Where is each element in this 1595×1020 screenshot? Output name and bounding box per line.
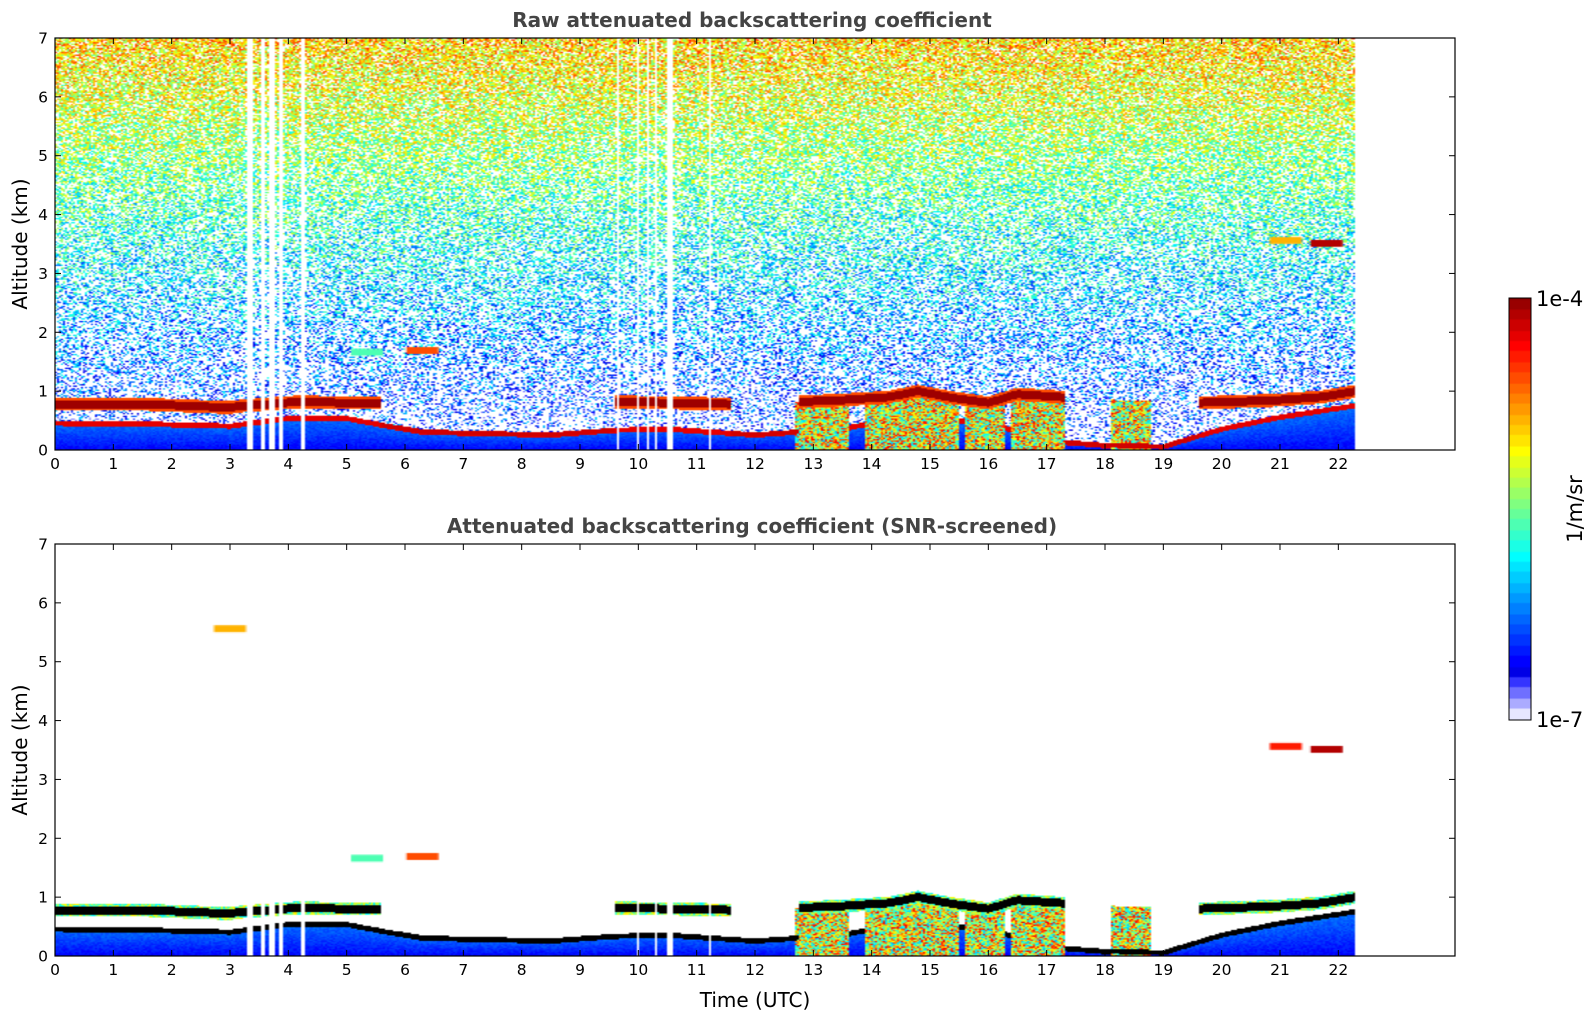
y-tick-label: 3	[38, 771, 48, 789]
y-tick-label: 4	[38, 206, 48, 224]
x-tick-label: 15	[920, 455, 940, 473]
colorbar-gradient	[1509, 298, 1531, 720]
x-tick-label: 11	[687, 961, 707, 979]
backscatter-heatmap-screened	[55, 544, 1455, 956]
panel-screened: Attenuated backscattering coefficient (S…	[8, 514, 1456, 1012]
colorbar-min-label: 1e-7	[1536, 708, 1583, 732]
x-tick-label: 3	[225, 961, 235, 979]
x-tick-label: 19	[1153, 961, 1173, 979]
x-tick-label: 11	[687, 455, 707, 473]
x-tick-label: 3	[225, 455, 235, 473]
x-tick-label: 5	[342, 961, 352, 979]
x-tick-label: 2	[167, 455, 177, 473]
x-tick-label: 22	[1328, 961, 1348, 979]
x-tick-label: 22	[1328, 455, 1348, 473]
x-tick-label: 16	[978, 455, 998, 473]
x-tick-label: 18	[1095, 455, 1115, 473]
backscatter-heatmap-raw	[55, 38, 1455, 450]
y-tick-label: 5	[38, 653, 48, 671]
x-tick-label: 12	[745, 455, 765, 473]
x-tick-label: 14	[862, 961, 882, 979]
y-axis-label-screened: Altitude (km)	[8, 684, 32, 815]
y-tick-label: 7	[38, 30, 48, 48]
x-tick-label: 17	[1037, 961, 1057, 979]
colorbar: 1e-4 1e-7 1/m/sr	[1508, 287, 1587, 732]
x-tick-label: 16	[978, 961, 998, 979]
y-tick-label: 1	[38, 889, 48, 907]
panel-title-raw: Raw attenuated backscattering coefficien…	[512, 8, 992, 32]
y-tick-label: 5	[38, 147, 48, 165]
y-tick-label: 6	[38, 594, 48, 612]
y-axis-label-raw: Altitude (km)	[8, 178, 32, 309]
x-tick-label: 10	[628, 455, 648, 473]
colorbar-max-label: 1e-4	[1536, 287, 1583, 311]
y-tick-label: 2	[38, 324, 48, 342]
x-tick-label: 8	[517, 961, 527, 979]
x-tick-label: 0	[50, 961, 60, 979]
axis-ticks-raw: 0 1 2 3 4 5 6 7 8 9 10 11 12 13 14 15 16 17 18 19 20 21 220123…	[38, 30, 1455, 473]
panel-raw: Raw attenuated backscattering coefficien…	[8, 8, 1456, 473]
x-tick-label: 4	[283, 455, 293, 473]
x-tick-label: 13	[803, 455, 823, 473]
y-tick-label: 7	[38, 536, 48, 554]
x-tick-label: 8	[517, 455, 527, 473]
colorbar-frame	[1508, 297, 1532, 721]
x-tick-label: 0	[50, 455, 60, 473]
x-tick-label: 9	[575, 961, 585, 979]
y-tick-label: 4	[38, 712, 48, 730]
x-tick-label: 21	[1270, 455, 1290, 473]
colorbar-unit-label: 1/m/sr	[1563, 475, 1587, 543]
x-tick-label: 19	[1153, 455, 1173, 473]
y-tick-label: 3	[38, 265, 48, 283]
x-tick-label: 21	[1270, 961, 1290, 979]
x-tick-label: 9	[575, 455, 585, 473]
x-tick-label: 1	[108, 455, 118, 473]
x-tick-label: 1	[108, 961, 118, 979]
x-tick-label: 7	[458, 455, 468, 473]
x-tick-label: 7	[458, 961, 468, 979]
y-tick-label: 0	[38, 948, 48, 966]
x-tick-label: 20	[1212, 961, 1232, 979]
x-tick-label: 10	[628, 961, 648, 979]
y-tick-label: 6	[38, 88, 48, 106]
x-tick-label: 14	[862, 455, 882, 473]
x-tick-label: 4	[283, 961, 293, 979]
x-axis-label: Time (UTC)	[699, 988, 811, 1012]
x-tick-label: 5	[342, 455, 352, 473]
panel-title-screened: Attenuated backscattering coefficient (S…	[447, 514, 1057, 538]
x-tick-label: 20	[1212, 455, 1232, 473]
x-tick-label: 18	[1095, 961, 1115, 979]
x-tick-label: 2	[167, 961, 177, 979]
axis-ticks-screened: 0 1 2 3 4 5 6 7 8 9 10 11 12 13 14 15 16 17 18 19 20 21 220123…	[38, 536, 1455, 979]
y-tick-label: 1	[38, 383, 48, 401]
x-tick-label: 13	[803, 961, 823, 979]
y-tick-label: 2	[38, 830, 48, 848]
x-tick-label: 6	[400, 455, 410, 473]
y-tick-label: 0	[38, 442, 48, 460]
x-tick-label: 15	[920, 961, 940, 979]
x-tick-label: 12	[745, 961, 765, 979]
x-tick-label: 6	[400, 961, 410, 979]
x-tick-label: 17	[1037, 455, 1057, 473]
